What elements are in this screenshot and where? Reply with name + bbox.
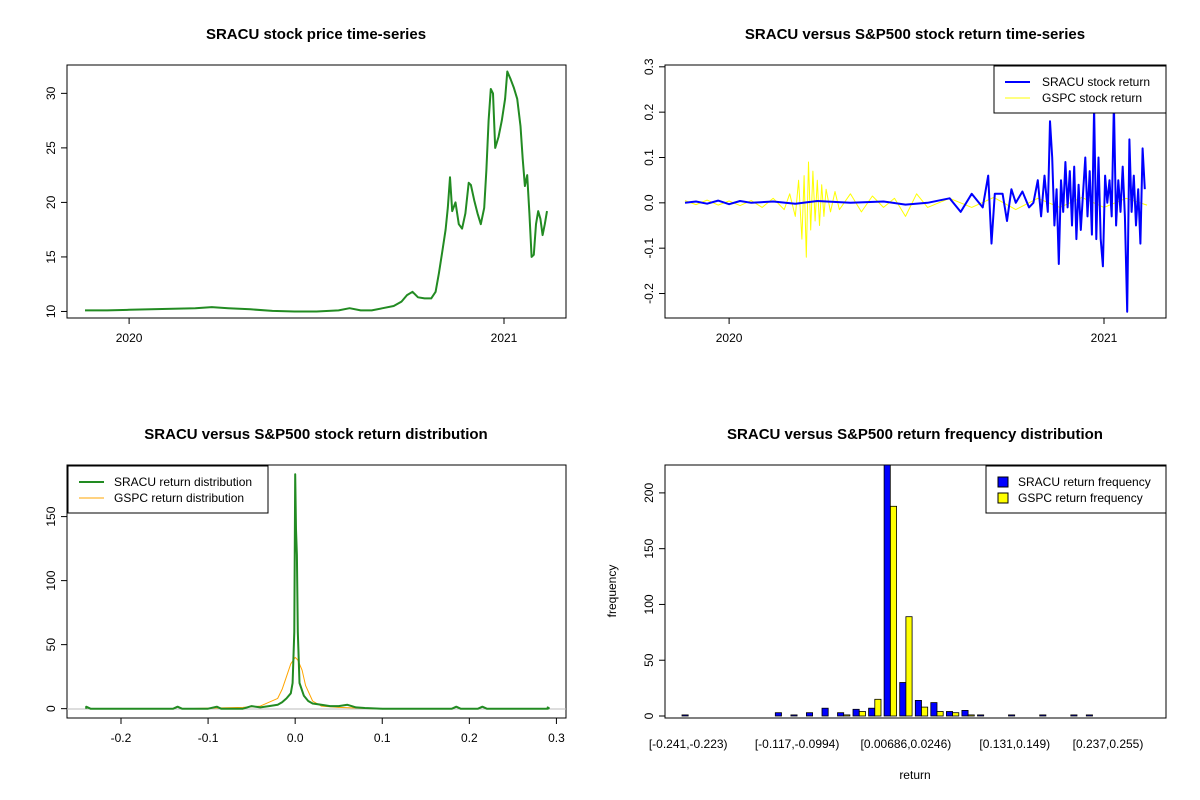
x-tick-label: 0.1 (374, 731, 391, 745)
bar (774, 712, 782, 717)
legend-box (67, 465, 269, 514)
bar (1085, 714, 1093, 717)
y-tick-label: 0 (44, 705, 58, 712)
x-tick-label: -0.1 (198, 731, 219, 745)
chart-title: SRACU versus S&P500 return frequency dis… (727, 426, 1103, 443)
bar (858, 711, 866, 717)
bar (890, 505, 898, 717)
y-tick-label: 50 (44, 638, 58, 652)
bar (1039, 714, 1047, 717)
legend: SRACU return frequency GSPC return frequ… (985, 465, 1167, 514)
legend: SRACU return distribution GSPC return di… (67, 465, 269, 514)
plot-box (664, 464, 1167, 719)
panel-price: SRACU stock price time-series 10 15 20 25 30… (44, 26, 567, 345)
bar (874, 698, 882, 717)
bar (837, 712, 845, 717)
y-tick-label: -0.1 (642, 238, 656, 259)
x-tick-label: 2021 (1091, 331, 1118, 345)
x-tick-label: [0.237,0.255) (1073, 737, 1144, 751)
bar (1070, 714, 1078, 717)
x-tick-label: 2020 (116, 331, 143, 345)
x-tick-label: [0.00686,0.0246) (861, 737, 952, 751)
bar (914, 700, 922, 717)
y-tick-label: 0 (642, 712, 656, 719)
legend-label: GSPC stock return (1042, 91, 1142, 105)
legend-label: GSPC return distribution (114, 491, 244, 505)
y-tick-label: 25 (44, 141, 58, 155)
x-tick-label: 2021 (491, 331, 518, 345)
bar (806, 712, 814, 717)
legend: SRACU stock return GSPC stock return (993, 65, 1167, 114)
bar (852, 708, 860, 717)
bar (821, 707, 829, 717)
legend-swatch (997, 492, 1009, 504)
chart-title: SRACU stock price time-series (206, 26, 426, 43)
panel-distribution: SRACU versus S&P500 stock return distrib… (44, 426, 567, 745)
bar (843, 714, 851, 717)
bar (946, 711, 954, 717)
legend-swatch (997, 476, 1009, 488)
x-tick-label: [0.131,0.149) (979, 737, 1050, 751)
x-tick-label: 2020 (716, 331, 743, 345)
x-tick-label: [-0.241,-0.223) (649, 737, 728, 751)
plot-box (66, 464, 567, 719)
bar (868, 707, 876, 717)
y-tick-label: 50 (642, 653, 656, 667)
bar (977, 714, 985, 717)
y-tick-label: 0.1 (642, 149, 656, 166)
x-tick-label: 0.0 (287, 731, 304, 745)
legend-label: SRACU stock return (1042, 75, 1150, 89)
plot-box (66, 64, 567, 319)
bar (930, 702, 938, 717)
y-tick-label: 0.3 (642, 58, 656, 75)
y-tick-label: 15 (44, 250, 58, 264)
chart-title: SRACU versus S&P500 stock return time-se… (745, 26, 1085, 43)
y-tick-label: 0.0 (642, 194, 656, 211)
bar (1008, 714, 1016, 717)
legend-label: SRACU return frequency (1018, 475, 1151, 489)
y-tick-label: -0.2 (642, 283, 656, 304)
bar (681, 714, 689, 717)
y-tick-label: 0.2 (642, 103, 656, 120)
x-axis-label: return (899, 768, 930, 782)
x-tick-label: [-0.117,-0.0994) (755, 737, 840, 751)
y-tick-label: 100 (44, 570, 58, 590)
bar (961, 710, 969, 717)
y-tick-label: 150 (642, 538, 656, 558)
legend-label: GSPC return frequency (1018, 491, 1143, 505)
series-line (85, 70, 548, 313)
panel-returns: SRACU versus S&P500 stock return time-se… (642, 26, 1167, 345)
bar (899, 682, 907, 717)
panel-frequency: SRACU versus S&P500 return frequency dis… (605, 426, 1167, 782)
y-tick-label: 200 (642, 483, 656, 503)
x-tick-label: 0.2 (461, 731, 478, 745)
chart-title: SRACU versus S&P500 stock return distrib… (144, 426, 487, 443)
y-tick-label: 100 (642, 594, 656, 614)
y-tick-label: 10 (44, 304, 58, 318)
legend-box (985, 465, 1167, 514)
bar (967, 714, 975, 717)
legend-box (993, 65, 1167, 114)
bar (905, 616, 913, 717)
bar (790, 714, 798, 717)
series-line (181, 656, 374, 710)
bar (883, 464, 891, 717)
y-axis-label: frequency (605, 565, 619, 618)
series-line (684, 102, 1146, 313)
bar (952, 712, 960, 717)
series-line (85, 473, 551, 710)
y-tick-label: 30 (44, 86, 58, 100)
plot-box (664, 64, 1167, 319)
x-tick-label: 0.3 (548, 731, 565, 745)
y-tick-label: 20 (44, 195, 58, 209)
x-tick-label: -0.2 (111, 731, 132, 745)
bar (936, 711, 944, 717)
bar (921, 706, 929, 717)
legend-label: SRACU return distribution (114, 475, 252, 489)
y-tick-label: 150 (44, 506, 58, 526)
